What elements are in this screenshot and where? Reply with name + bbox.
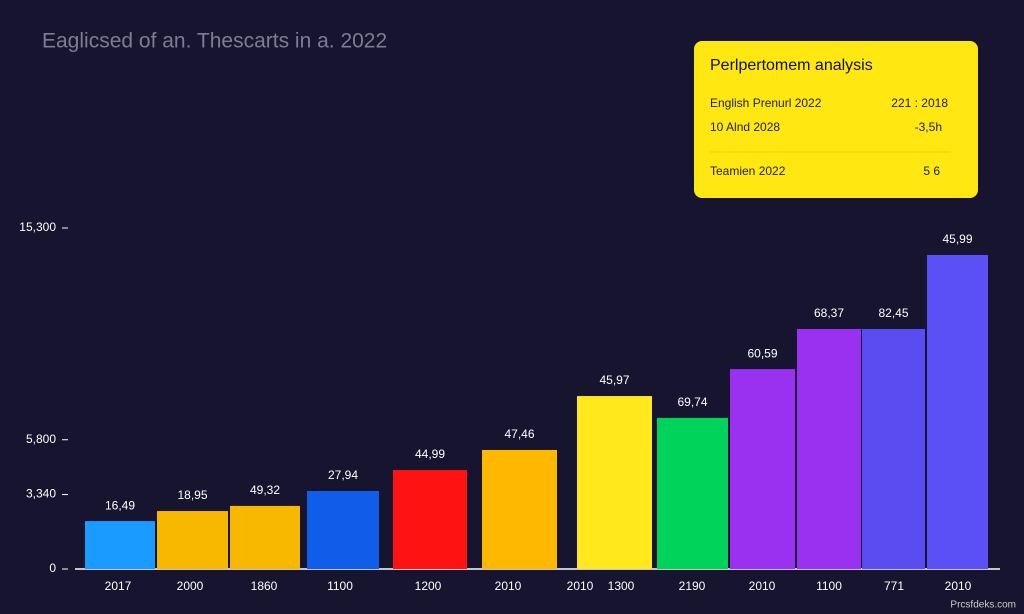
watermark: Prcsfdeks.com <box>950 600 1016 611</box>
info-value: -3,5h <box>915 120 942 134</box>
info-value: 5 6 <box>923 164 940 178</box>
bar-annotation: 45,97 <box>599 373 629 387</box>
bar <box>797 328 861 569</box>
x-tick-label: 2010 <box>495 579 522 593</box>
info-label: Teamien 2022 <box>710 164 786 178</box>
y-tick-label: 0 <box>49 561 56 575</box>
x-tick-label: 1100 <box>327 579 353 593</box>
bar <box>862 328 925 569</box>
x-tick-label: 2010 <box>567 579 594 593</box>
bar-annotation: 44,99 <box>415 447 445 461</box>
bar <box>577 396 652 569</box>
x-tick-label: 2010 <box>749 579 776 593</box>
x-tick-label: 1100 <box>816 579 842 593</box>
bar-annotation: 45,99 <box>942 232 972 246</box>
bar-annotation: 27,94 <box>328 468 358 482</box>
bar <box>85 521 155 569</box>
bar <box>927 254 988 570</box>
y-tick-label: 3,340 <box>26 487 56 501</box>
bar-annotation: 60,59 <box>747 346 777 360</box>
info-title: Perlpertomem analysis <box>710 57 873 74</box>
x-tick-label: 2010 <box>945 579 972 593</box>
bar-annotation: 69,74 <box>677 395 707 409</box>
bar <box>482 449 557 569</box>
y-tick-label: 5,800 <box>26 432 56 446</box>
x-tick-label: 2017 <box>105 579 132 593</box>
x-tick-label: 2000 <box>177 579 204 593</box>
bar-annotation: 16,49 <box>105 498 135 512</box>
x-tick-label: 2190 <box>679 579 706 593</box>
bar <box>157 511 228 569</box>
info-value: 221 : 2018 <box>891 96 948 110</box>
info-label: 10 Alnd 2028 <box>710 120 780 134</box>
chart-title: Eaglicsed of an. Thescarts in a. 2022 <box>42 30 387 53</box>
x-tick-label: 771 <box>884 579 904 593</box>
bar-annotation: 49,32 <box>250 483 280 497</box>
bar-annotation: 82,45 <box>878 306 908 320</box>
bar <box>393 470 467 569</box>
x-tick-label: 1860 <box>251 579 278 593</box>
bar-annotation: 18,95 <box>177 488 207 502</box>
bar-annotation: 47,46 <box>504 427 534 441</box>
x-tick-label: 1300 <box>608 579 635 593</box>
y-tick-label: 15,300 <box>19 220 56 234</box>
info-box <box>694 41 978 198</box>
info-label: English Prenurl 2022 <box>710 96 822 110</box>
bar <box>657 417 728 569</box>
bar <box>730 369 795 569</box>
bar-annotation: 68,37 <box>814 306 844 320</box>
x-tick-label: 1200 <box>415 579 442 593</box>
bar <box>230 505 300 569</box>
bar <box>307 490 379 569</box>
